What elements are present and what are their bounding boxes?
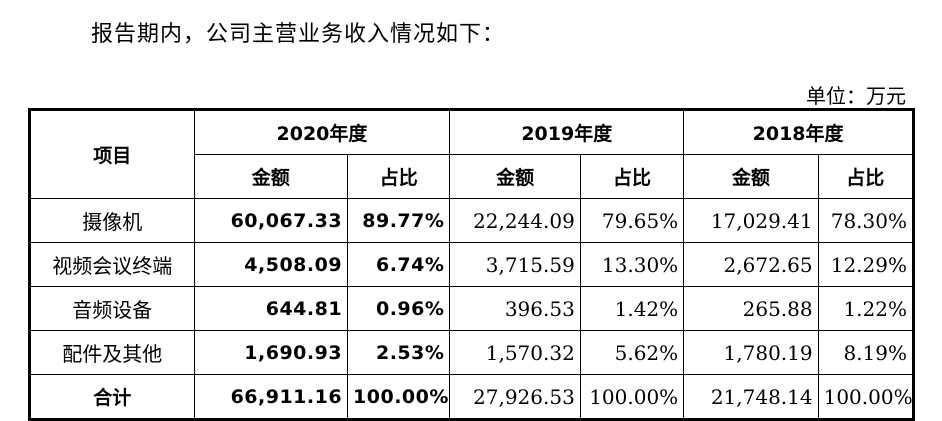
cell-amount-2020: 4,508.09 [193,242,349,287]
cell-ratio-2018: 100.00% [817,374,915,420]
cell-ratio-2020: 89.77% [347,198,451,243]
header-amount: 金额 [449,154,581,199]
cell-ratio-2019: 13.30% [579,242,685,287]
cell-ratio-2019: 100.00% [579,374,685,420]
header-ratio: 占比 [347,154,451,199]
cell-ratio-2020: 2.53% [347,330,451,375]
cell-amount-2019: 22,244.09 [449,198,581,243]
table-row: 摄像机 60,067.33 89.77% 22,244.09 79.65% 17… [29,198,915,243]
table-row: 音频设备 644.81 0.96% 396.53 1.42% 265.88 1.… [29,286,915,331]
header-amount: 金额 [683,154,819,199]
cell-ratio-2019: 5.62% [579,330,685,375]
row-label-total: 合计 [29,374,195,420]
cell-amount-2020: 1,690.93 [193,330,349,375]
header-amount: 金额 [193,154,349,199]
row-label: 视频会议终端 [29,242,195,287]
cell-ratio-2018: 12.29% [817,242,915,287]
cell-amount-2018: 1,780.19 [683,330,819,375]
cell-amount-2020: 60,067.33 [193,198,349,243]
cell-amount-2019: 27,926.53 [449,374,581,420]
cell-ratio-2019: 1.42% [579,286,685,331]
cell-amount-2020: 644.81 [193,286,349,331]
header-item: 项目 [29,109,195,199]
cell-ratio-2018: 8.19% [817,330,915,375]
table-row: 配件及其他 1,690.93 2.53% 1,570.32 5.62% 1,78… [29,330,915,375]
unit-label: 单位：万元 [806,84,906,108]
cell-ratio-2018: 1.22% [817,286,915,331]
cell-ratio-2018: 78.30% [817,198,915,243]
row-label: 音频设备 [29,286,195,331]
cell-amount-2018: 265.88 [683,286,819,331]
table-row: 视频会议终端 4,508.09 6.74% 3,715.59 13.30% 2,… [29,242,915,287]
cell-amount-2018: 17,029.41 [683,198,819,243]
cell-amount-2020: 66,911.16 [193,374,349,420]
row-label: 配件及其他 [29,330,195,375]
cell-ratio-2020: 100.00% [347,374,451,420]
revenue-table: 项目 2020年度 2019年度 2018年度 金额 占比 金额 占比 金额 占… [28,108,915,421]
header-ratio: 占比 [579,154,685,199]
cell-amount-2018: 2,672.65 [683,242,819,287]
cell-ratio-2020: 6.74% [347,242,451,287]
cell-amount-2019: 1,570.32 [449,330,581,375]
header-ratio: 占比 [817,154,915,199]
header-period-2018: 2018年度 [683,109,914,155]
cell-ratio-2019: 79.65% [579,198,685,243]
cell-amount-2019: 396.53 [449,286,581,331]
table-row-total: 合计 66,911.16 100.00% 27,926.53 100.00% 2… [29,374,915,420]
header-period-2019: 2019年度 [449,109,685,155]
intro-paragraph: 报告期内，公司主营业务收入情况如下： [91,22,506,47]
cell-amount-2018: 21,748.14 [683,374,819,420]
header-period-2020: 2020年度 [193,109,451,155]
cell-ratio-2020: 0.96% [347,286,451,331]
row-label: 摄像机 [29,198,195,243]
cell-amount-2019: 3,715.59 [449,242,581,287]
